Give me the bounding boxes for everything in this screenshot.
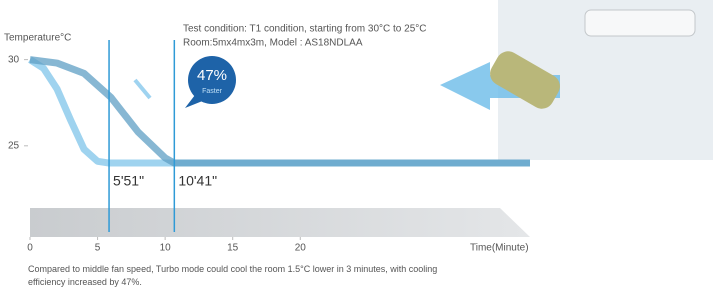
ac-unit: [585, 10, 695, 36]
badge-text: Faster: [202, 88, 223, 95]
series-line: [30, 60, 530, 163]
y-tick-label: 25: [8, 140, 20, 151]
x-tick-label: 15: [227, 243, 239, 254]
y-axis-label: Temperature°C: [4, 33, 71, 44]
x-tick-label: 0: [27, 243, 33, 254]
chart: 47% Faster Temperature°C Time(Minute) Te…: [0, 0, 713, 298]
x-tick-label: 5: [95, 243, 101, 254]
y-tick-label: 30: [8, 54, 20, 65]
badge-value: 47%: [197, 67, 227, 84]
caption: Compared to middle fan speed, Turbo mode…: [28, 264, 437, 287]
arrow: [135, 80, 150, 98]
page: 47% Faster Temperature°C Time(Minute) Te…: [0, 0, 713, 298]
condition-line: Room:5mx4mx3m, Model : AS18NDLAA: [183, 38, 363, 49]
series-line: [30, 60, 530, 163]
x-axis-label: Time(Minute): [470, 243, 529, 254]
condition-line: Test condition: T1 condition, starting f…: [183, 24, 427, 35]
marker-label: 5'51": [113, 173, 144, 189]
marker-label: 10'41": [178, 173, 217, 189]
floor: [30, 208, 530, 237]
x-tick-label: 10: [160, 243, 172, 254]
x-tick-label: 20: [295, 243, 307, 254]
